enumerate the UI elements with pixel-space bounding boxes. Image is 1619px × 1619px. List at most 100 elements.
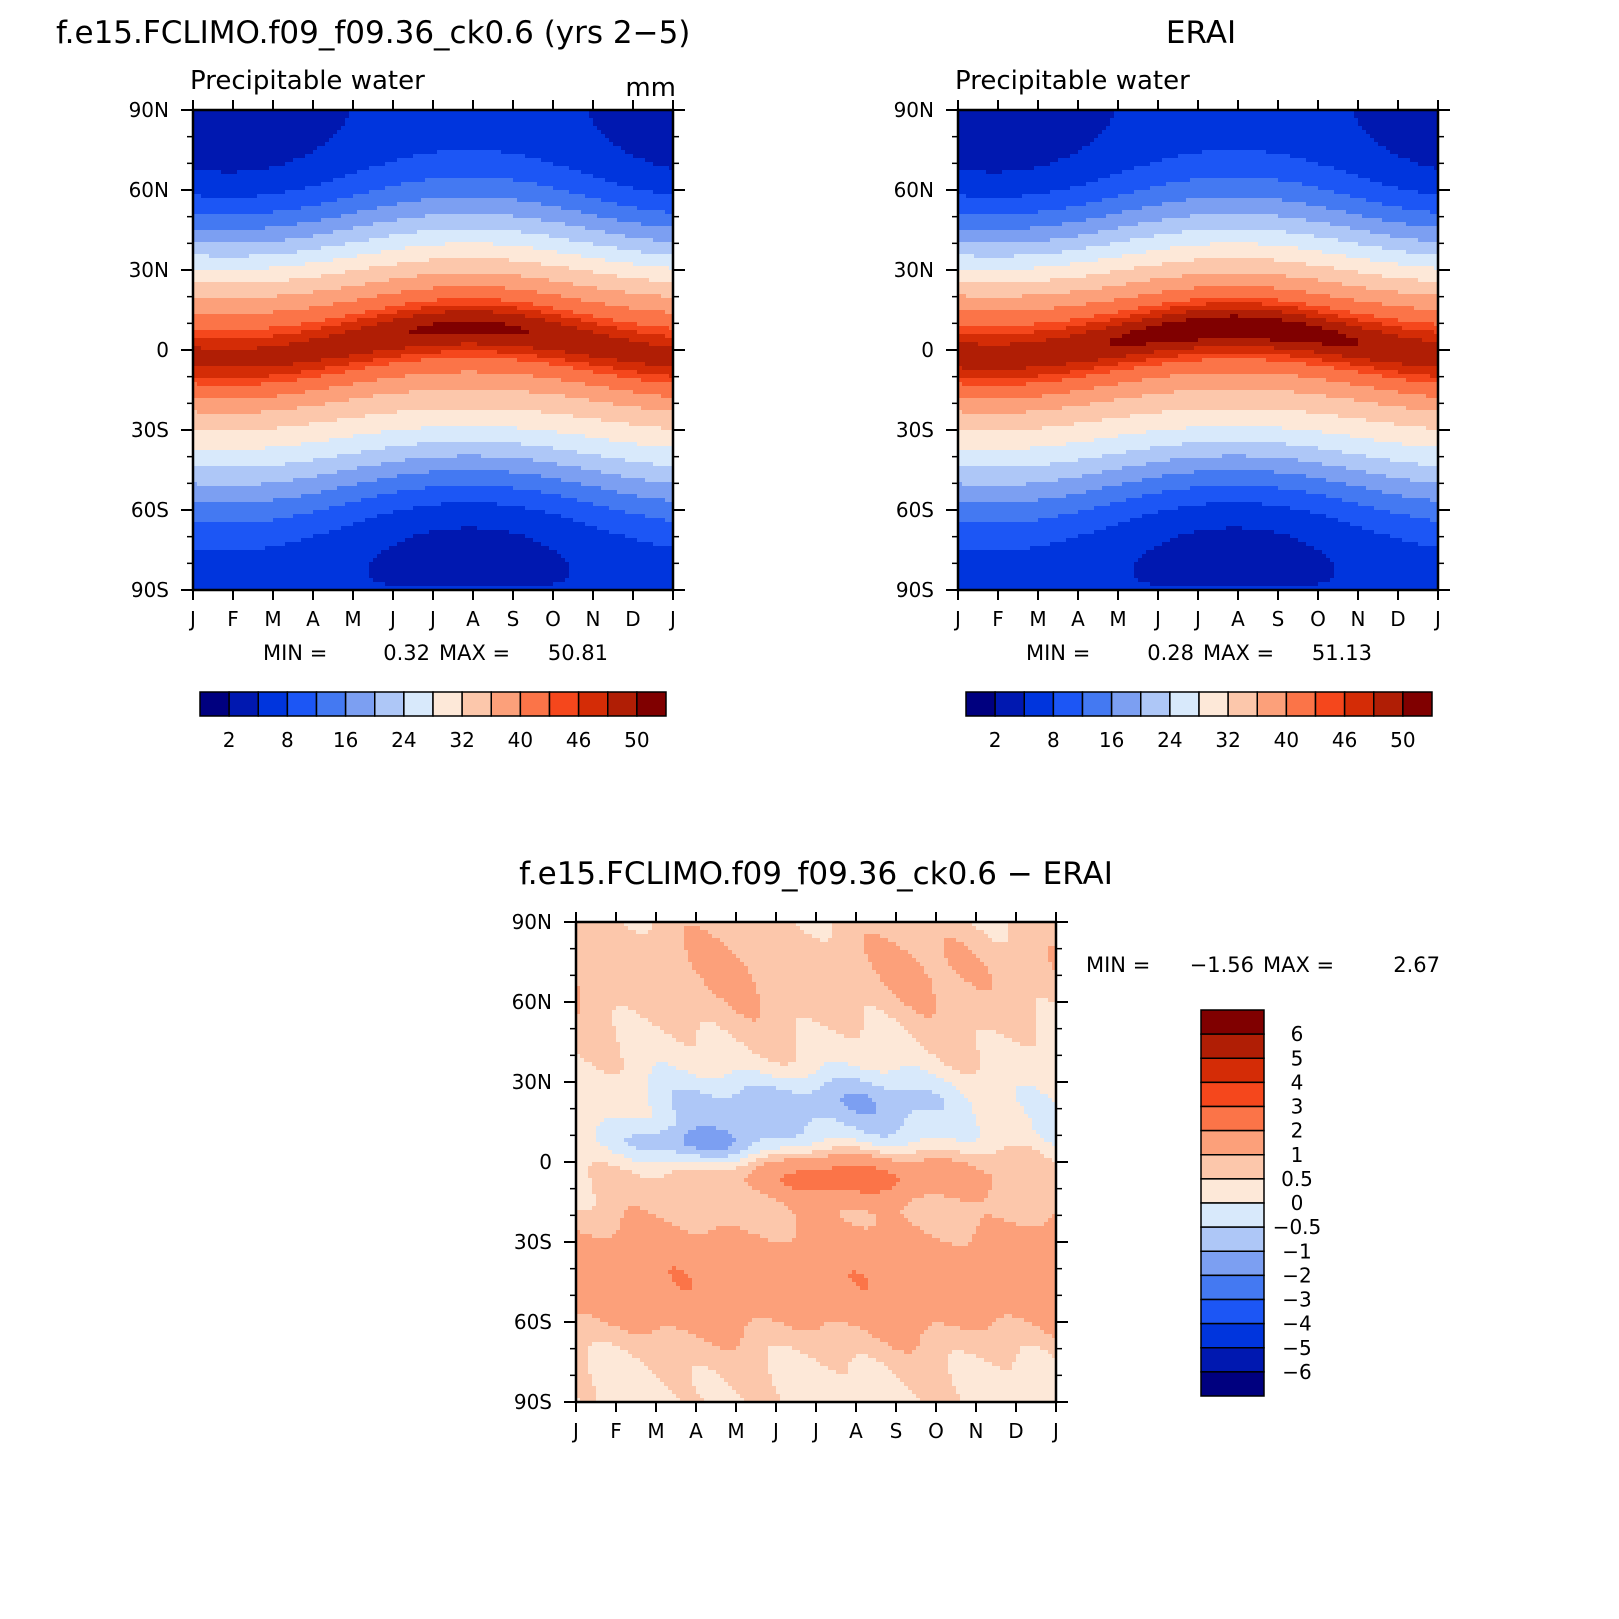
panel-diff-contour-cell: [948, 958, 981, 963]
panel-obs-contour-cell: [1290, 354, 1343, 359]
panel-diff-contour-cell: [576, 1262, 1056, 1267]
panel-diff-contour-cell: [740, 1394, 781, 1399]
panel-model-contour-cell: [289, 278, 390, 283]
panel-diff-contour-cell: [652, 1370, 693, 1375]
panel-diff-contour-cell: [692, 962, 745, 967]
panel-diff-contour-cell: [684, 926, 701, 931]
panel-model-contour-cell: [193, 210, 274, 215]
panel-model-contour-cell: [193, 350, 374, 355]
panel-diff-contour-cell: [616, 1230, 689, 1235]
panel-diff-contour-cell: [648, 1086, 745, 1091]
panel-model-contour-cell: [193, 346, 202, 351]
panel-model-contour-cell: [193, 370, 302, 375]
panel-obs-contour-cell: [958, 142, 1091, 147]
panel-obs-contour-cell: [1418, 278, 1438, 283]
panel-diff-contour-cell: [796, 922, 833, 927]
panel-diff-contour-cell: [972, 1106, 1025, 1111]
panel-diff-contour-cell: [748, 1146, 781, 1151]
panel-model-contour-cell: [193, 498, 274, 503]
y-tick-label: 60S: [896, 498, 934, 522]
panel-diff-contour-cell: [588, 1174, 641, 1179]
panel-model-contour-cell: [637, 370, 673, 375]
panel-obs-contour-cell: [958, 294, 967, 299]
panel-diff-contour-cell: [860, 1030, 909, 1035]
panel-model-contour-cell: [533, 538, 638, 543]
panel-model-contour-cell: [417, 230, 522, 235]
panel-obs-contour-cell: [1026, 410, 1163, 415]
panel-diff-contour-cell: [596, 1386, 669, 1391]
panel-model-contour-cell: [301, 538, 406, 543]
panel-obs-contour-cell: [1134, 566, 1335, 571]
panel-model-contour-cell: [341, 126, 598, 131]
x-tick-label: N: [1351, 607, 1366, 631]
panel-obs-contour-cell: [1062, 378, 1143, 383]
panel-obs-contour-cell: [1150, 278, 1319, 283]
panel-diff-contour-cell: [1028, 1114, 1056, 1119]
panel-diff-contour-cell: [720, 938, 821, 943]
panel-diff-contour-cell: [1016, 1098, 1053, 1103]
panel-diff-contour-cell: [972, 1238, 1056, 1243]
panel-diff-contour-cell: [576, 1226, 621, 1231]
panel-diff-contour-cell: [928, 1050, 981, 1055]
panel-diff-contour-cell: [856, 1270, 1056, 1275]
panel-diff-contour-cell: [576, 1098, 649, 1103]
panel-diff-contour-cell: [864, 934, 881, 939]
panel-diff-contour-cell: [900, 1378, 953, 1383]
panel-diff-contour-cell: [748, 1154, 769, 1159]
panel-model-contour-cell: [193, 494, 302, 499]
panel-obs-contour-cell: [1086, 246, 1171, 251]
panel-obs-contour-cell: [1282, 426, 1427, 431]
panel-model-contour-cell: [193, 198, 338, 203]
panel-obs-contour-cell: [1426, 394, 1438, 399]
panel-diff-contour-cell: [596, 1138, 625, 1143]
panel-obs-contour-cell: [1350, 382, 1438, 387]
panel-diff-contour-cell: [872, 1142, 909, 1147]
panel-obs-contour-cell: [958, 462, 1051, 467]
panel-diff-contour-cell: [816, 1358, 853, 1363]
y-tick-label: 90S: [896, 578, 934, 602]
panel-diff-contour-cell: [620, 1054, 761, 1059]
panel-diff-contour-cell: [960, 1150, 997, 1155]
panel-model-contour-cell: [381, 250, 558, 255]
panel-obs-contour-cell: [1150, 186, 1319, 191]
x-tick-label: A: [1231, 607, 1245, 631]
panel-obs-contour-cell: [1110, 118, 1359, 123]
panel-model-contour-cell: [521, 274, 618, 279]
panel-diff-contour-cell: [1036, 1034, 1056, 1039]
panel-model-contour-cell: [625, 534, 673, 539]
colorbar-label: 6: [1291, 1022, 1304, 1046]
panel-diff-contour-cell: [728, 1382, 773, 1387]
panel-obs-contour-cell: [1306, 262, 1399, 267]
panel-diff-contour-cell: [868, 1210, 901, 1215]
panel-obs-contour-cell: [1138, 578, 1331, 583]
panel-model-contour-cell: [569, 190, 654, 195]
panel-diff-contour-cell: [864, 1010, 885, 1015]
panel-diff-contour-cell: [976, 1230, 1056, 1235]
panel-model-contour-cell: [193, 434, 354, 439]
panel-model-contour-cell: [365, 310, 398, 315]
panel-obs-contour-cell: [1382, 274, 1438, 279]
panel-obs-contour-cell: [1130, 414, 1339, 419]
panel-obs-contour-cell: [1338, 330, 1383, 335]
panel-diff-contour-cell: [592, 1234, 613, 1239]
panel-model-contour-cell: [581, 318, 614, 323]
x-tick-label: A: [849, 1419, 863, 1443]
panel-obs-contour-cell: [958, 186, 1071, 191]
panel-diff-contour-cell: [976, 986, 993, 991]
panel-diff-contour-cell: [1036, 1130, 1056, 1135]
panel-obs-contour-cell: [958, 306, 1055, 311]
panel-obs-contour-cell: [1326, 206, 1403, 211]
panel-model-contour-cell: [593, 174, 673, 179]
panel-diff-contour-cell: [876, 970, 925, 975]
panel-diff-contour-cell: [972, 1110, 1025, 1115]
panel-diff-contour-cell: [904, 1350, 913, 1355]
panel-diff-contour-cell: [780, 1178, 901, 1183]
panel-obs-contour-cell: [1142, 394, 1327, 399]
panel-diff-contour-cell: [640, 1014, 745, 1019]
panel-obs-contour-cell: [958, 338, 1047, 343]
y-tick-label: 60N: [129, 178, 169, 202]
panel-diff-contour-cell: [576, 1038, 617, 1043]
panel-model-contour-cell: [193, 474, 318, 479]
panel-model-contour-cell: [477, 342, 650, 347]
panel-diff-contour-cell: [692, 1370, 717, 1375]
